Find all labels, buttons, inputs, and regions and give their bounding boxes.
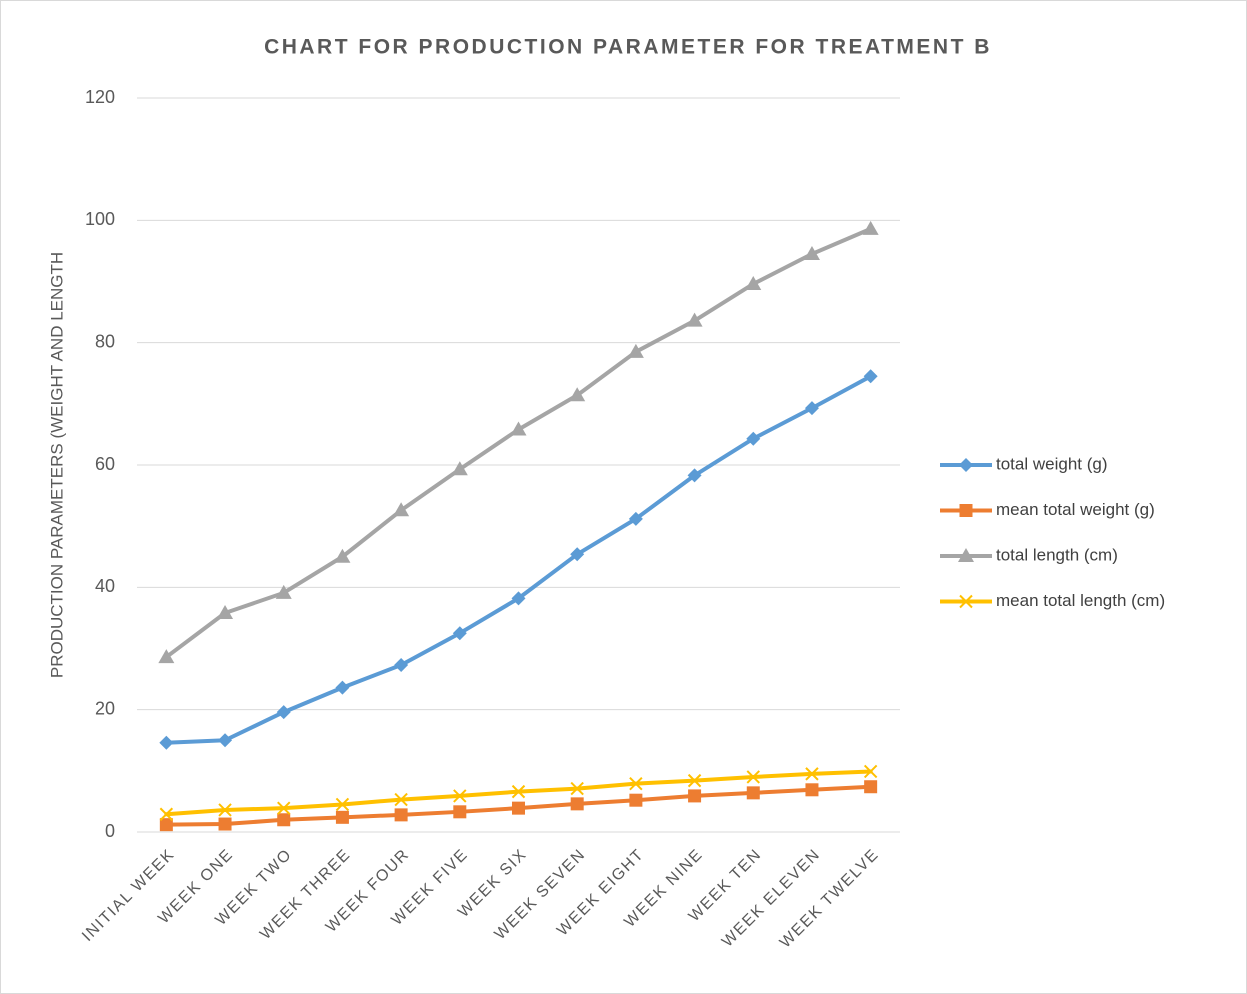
marker	[688, 789, 702, 803]
marker	[334, 548, 351, 563]
y-tick-label: 40	[95, 576, 115, 596]
marker	[218, 733, 233, 748]
marker	[217, 605, 234, 620]
marker	[394, 658, 409, 673]
marker	[394, 792, 408, 807]
marker	[453, 789, 467, 803]
marker	[745, 275, 762, 290]
marker	[959, 458, 973, 472]
marker	[959, 504, 973, 517]
marker	[451, 461, 468, 476]
marker	[804, 401, 819, 416]
marker	[277, 813, 291, 827]
marker	[746, 431, 761, 446]
y-axis-title: PRODUCTION PARAMETERS (WEIGHT AND LENGTH	[47, 252, 66, 678]
legend-label: total length (cm)	[996, 545, 1118, 564]
marker	[218, 817, 232, 831]
marker	[863, 764, 878, 779]
marker	[335, 810, 349, 824]
marker	[569, 387, 586, 402]
marker	[394, 808, 408, 822]
marker	[159, 735, 174, 750]
marker	[570, 547, 585, 562]
marker	[275, 584, 292, 599]
legend-label: mean total weight (g)	[996, 500, 1155, 519]
y-tick-label: 0	[105, 821, 115, 841]
legend-label: total weight (g)	[996, 454, 1108, 473]
marker	[511, 591, 526, 606]
marker	[803, 245, 820, 260]
marker	[335, 680, 350, 695]
marker	[805, 783, 819, 797]
marker	[570, 781, 584, 796]
marker	[512, 801, 525, 815]
legend-label: mean total length (cm)	[996, 591, 1165, 610]
marker	[863, 369, 878, 384]
marker	[687, 773, 702, 788]
marker	[959, 594, 973, 609]
marker	[629, 776, 643, 791]
marker	[393, 502, 410, 517]
marker	[570, 797, 584, 811]
marker	[746, 786, 760, 800]
marker	[452, 626, 467, 641]
y-tick-label: 80	[95, 331, 115, 351]
marker	[862, 220, 879, 235]
marker	[218, 803, 232, 817]
marker	[627, 343, 644, 358]
marker	[805, 767, 819, 781]
marker	[510, 421, 527, 436]
marker	[864, 780, 878, 794]
marker	[335, 797, 350, 812]
marker	[958, 548, 974, 562]
marker	[511, 784, 526, 799]
marker	[159, 807, 174, 821]
y-tick-label: 100	[85, 209, 115, 229]
marker	[158, 649, 175, 664]
marker	[628, 511, 643, 526]
marker	[629, 793, 643, 807]
marker	[746, 770, 760, 784]
y-tick-label: 20	[95, 698, 115, 718]
y-tick-label: 60	[95, 454, 115, 474]
marker	[277, 801, 291, 815]
chart-title: CHART FOR PRODUCTION PARAMETER FOR TREAT…	[264, 36, 992, 59]
marker	[159, 818, 173, 832]
y-tick-label: 120	[85, 87, 115, 107]
marker	[687, 468, 702, 483]
marker	[686, 312, 703, 327]
marker	[453, 805, 467, 819]
marker	[276, 705, 291, 720]
